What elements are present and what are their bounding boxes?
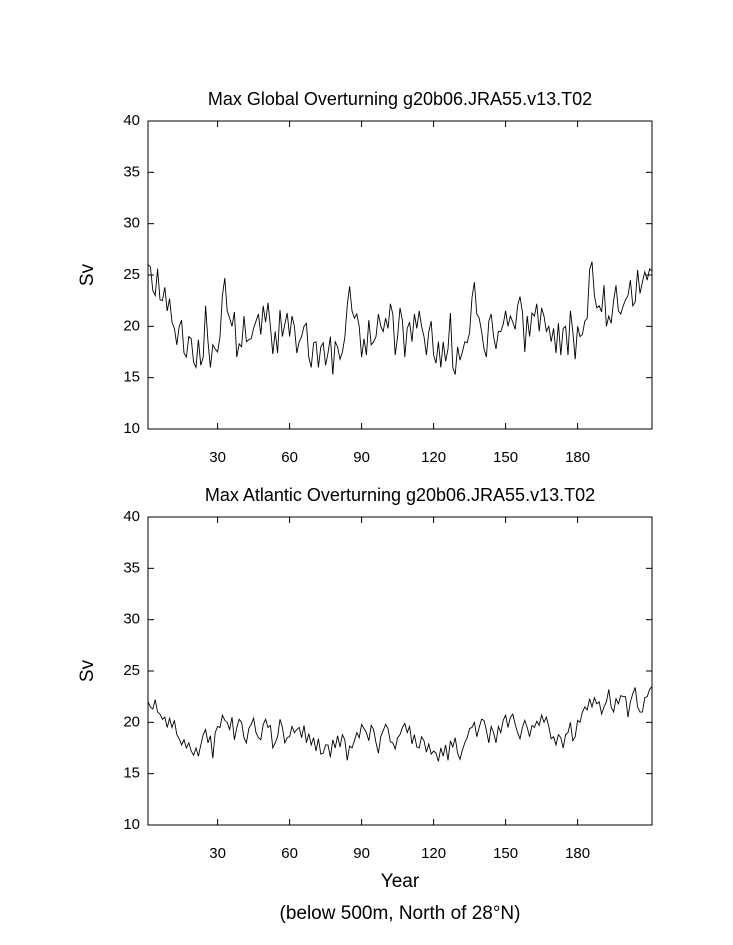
chart-title: Max Global Overturning g20b06.JRA55.v13.… <box>208 89 592 109</box>
chart-title: Max Atlantic Overturning g20b06.JRA55.v1… <box>205 485 595 505</box>
plot-frame <box>147 120 653 430</box>
y-tick-label: 25 <box>123 662 140 679</box>
y-tick-label: 40 <box>123 508 140 525</box>
y-tick-label: 35 <box>123 163 140 180</box>
x-tick-label: 30 <box>209 449 226 466</box>
x-axis-label: Year <box>381 871 420 892</box>
y-tick-label: 20 <box>123 317 140 334</box>
y-tick-label: 30 <box>123 611 140 628</box>
x-tick-label: 60 <box>281 845 298 862</box>
x-tick-label: 150 <box>493 845 518 862</box>
y-tick-label: 25 <box>123 266 140 283</box>
data-line <box>147 261 653 375</box>
x-tick-label: 30 <box>209 845 226 862</box>
x-tick-label: 180 <box>565 449 590 466</box>
y-tick-label: 30 <box>123 215 140 232</box>
x-tick-label: 90 <box>353 449 370 466</box>
x-tick-label: 120 <box>421 845 446 862</box>
y-tick-label: 10 <box>123 420 140 437</box>
plot-frame <box>147 516 653 826</box>
data-line <box>147 686 653 762</box>
x-tick-label: 150 <box>493 449 518 466</box>
y-tick-label: 15 <box>123 369 140 386</box>
y-tick-label: 10 <box>123 816 140 833</box>
x-tick-label: 120 <box>421 449 446 466</box>
x-tick-label: 90 <box>353 845 370 862</box>
y-axis-label: Sv <box>77 263 98 286</box>
caption: (below 500m, North of 28°N) <box>280 903 521 924</box>
y-tick-label: 40 <box>123 112 140 129</box>
x-tick-label: 180 <box>565 845 590 862</box>
y-tick-label: 35 <box>123 559 140 576</box>
x-tick-label: 60 <box>281 449 298 466</box>
y-tick-label: 15 <box>123 765 140 782</box>
y-tick-label: 20 <box>123 713 140 730</box>
y-axis-label: Sv <box>77 659 98 682</box>
